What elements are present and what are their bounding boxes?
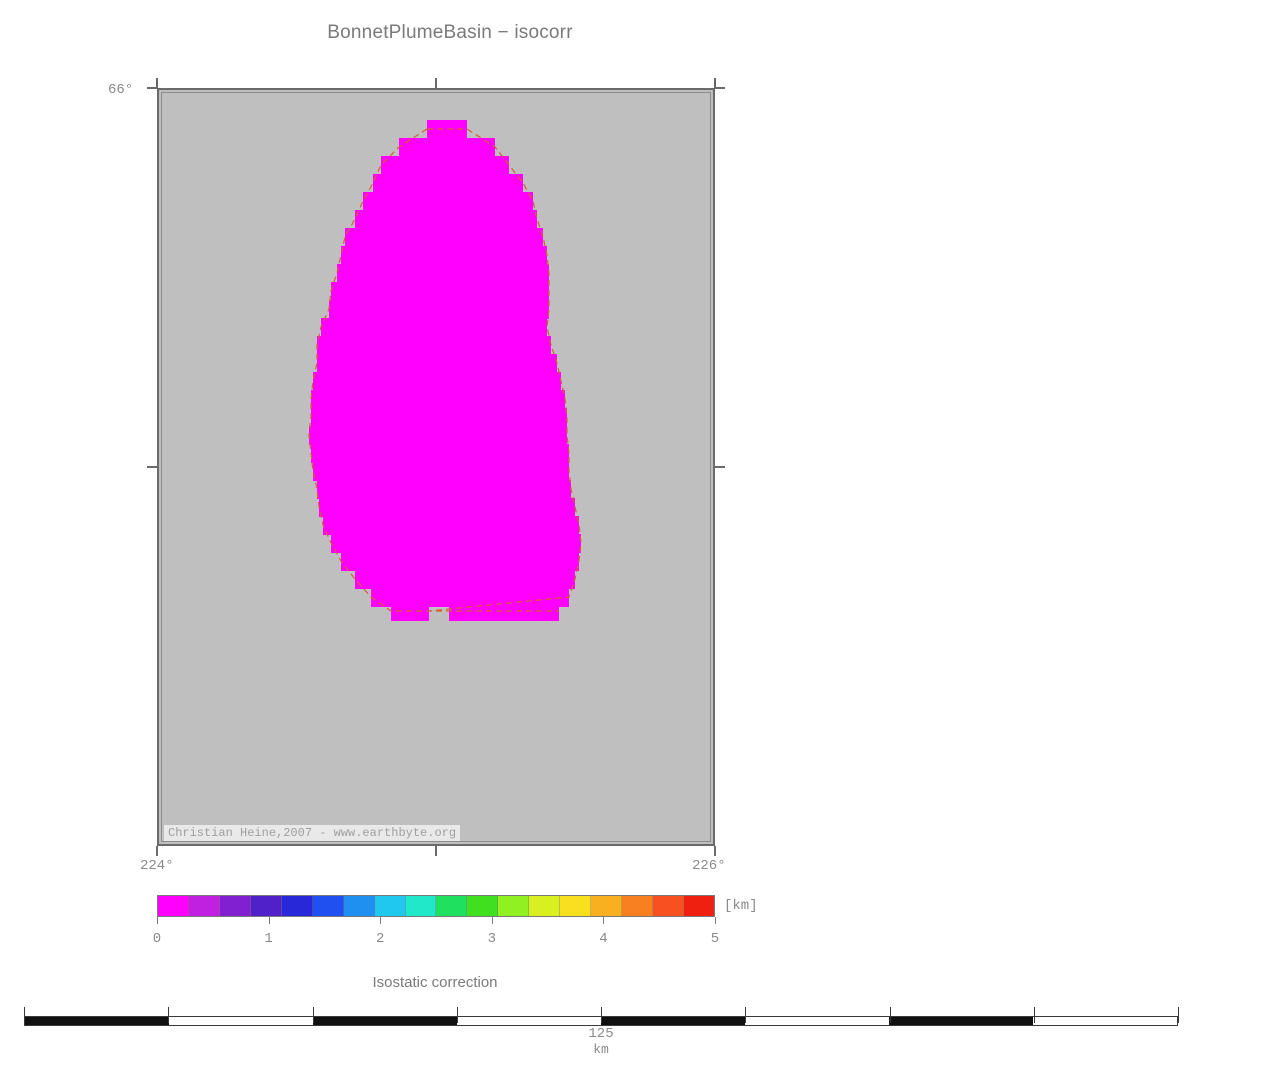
basin-cell (399, 138, 495, 157)
basin-cell (329, 300, 549, 319)
basin-cell (317, 336, 551, 355)
basin-cell (337, 264, 549, 283)
colorbar-segment (653, 896, 684, 916)
colorbar-tick (157, 917, 158, 924)
basin-cell (309, 426, 567, 445)
scale-label-center: 125 (588, 1026, 613, 1042)
y-tick-label-66: 66° (108, 82, 133, 98)
scalebar: 125 km (24, 1010, 1178, 1026)
colorbar-segment (158, 896, 189, 916)
colorbar-segment (529, 896, 560, 916)
basin-cell (341, 246, 547, 265)
colorbar-unit: [km] (724, 898, 758, 914)
basin-cell (355, 570, 575, 589)
basin-cell (319, 498, 575, 517)
basin-cell (331, 282, 549, 301)
scalebar-segment (169, 1017, 313, 1025)
colorbar-segment (436, 896, 467, 916)
basin-cell (317, 354, 557, 373)
basin-cell (427, 120, 467, 139)
colorbar-tick-label: 3 (488, 931, 496, 947)
colorbar-tick (492, 917, 493, 924)
colorbar-tick (715, 917, 716, 924)
basin-cell (373, 174, 523, 193)
colorbar-tick-label: 2 (376, 931, 384, 947)
scalebar-segment (1033, 1017, 1177, 1025)
colorbar-segment (684, 896, 714, 916)
basin-cell (381, 156, 509, 175)
scalebar-segment (457, 1017, 601, 1025)
x-tick-label-224: 224° (140, 858, 174, 874)
scalebar-tick (1034, 1007, 1035, 1023)
axis-tick (147, 466, 157, 468)
plot-title: BonnetPlumeBasin − isocorr (0, 22, 900, 44)
axis-tick (715, 466, 725, 468)
scalebar-segment (601, 1017, 745, 1025)
basin-cell (363, 192, 533, 211)
axis-tick (714, 846, 716, 856)
colorbar-segment (560, 896, 591, 916)
basin-cell (311, 390, 565, 409)
axis-tick (147, 87, 157, 89)
colorbar-tick-label: 4 (599, 931, 607, 947)
scalebar-tick (890, 1007, 891, 1023)
basin-cell (331, 534, 581, 553)
basin-cell (311, 408, 567, 427)
colorbar-segment (467, 896, 498, 916)
scalebar-segment (313, 1017, 457, 1025)
basin-cell (313, 462, 569, 481)
scalebar-segment (25, 1017, 169, 1025)
scalebar-tick (601, 1007, 602, 1023)
scalebar-tick (168, 1007, 169, 1023)
basin-shape (159, 90, 713, 844)
basin-cell (317, 480, 571, 499)
colorbar-tick-label: 1 (264, 931, 272, 947)
colorbar-segment (220, 896, 251, 916)
colorbar-tick (603, 917, 604, 924)
colorbar-segment (622, 896, 653, 916)
credit-text: Christian Heine,2007 - www.earthbyte.org (164, 825, 460, 841)
colorbar-segment (406, 896, 437, 916)
colorbar-tick (380, 917, 381, 924)
basin-cell (345, 228, 543, 247)
axis-tick (715, 87, 725, 89)
x-tick-label-226: 226° (692, 858, 726, 874)
basin-cell (355, 210, 537, 229)
axis-tick (156, 846, 158, 856)
scale-unit: km (593, 1042, 609, 1057)
basin-cell (341, 552, 579, 571)
basin-cell (321, 318, 547, 337)
axis-tick (435, 846, 437, 856)
basin-cell (449, 602, 559, 621)
colorbar-tick-label: 5 (711, 931, 719, 947)
colorbar-segment (313, 896, 344, 916)
scalebar-tick (313, 1007, 314, 1023)
scalebar-tick (24, 1007, 25, 1023)
colorbar-title: Isostatic correction (0, 974, 870, 991)
basin-cell (311, 444, 569, 463)
scalebar-segment (745, 1017, 889, 1025)
colorbar-segment (591, 896, 622, 916)
colorbar-segment (282, 896, 313, 916)
scalebar-tick (1178, 1007, 1179, 1023)
scalebar-tick (745, 1007, 746, 1023)
colorbar-segment (344, 896, 375, 916)
colorbar-segment (251, 896, 282, 916)
scalebar-segment (889, 1017, 1033, 1025)
colorbar-tick-label: 0 (153, 931, 161, 947)
colorbar-tick (269, 917, 270, 924)
colorbar-segment (375, 896, 406, 916)
basin-cell (391, 602, 429, 621)
basin-cell (323, 516, 579, 535)
colorbar-segment (498, 896, 529, 916)
colorbar-segment (189, 896, 220, 916)
colorbar: 012345 (157, 895, 715, 949)
basin-cell (313, 372, 561, 391)
axis-tick (435, 78, 437, 88)
scalebar-tick (457, 1007, 458, 1023)
map-frame: Christian Heine,2007 - www.earthbyte.org (157, 88, 715, 846)
